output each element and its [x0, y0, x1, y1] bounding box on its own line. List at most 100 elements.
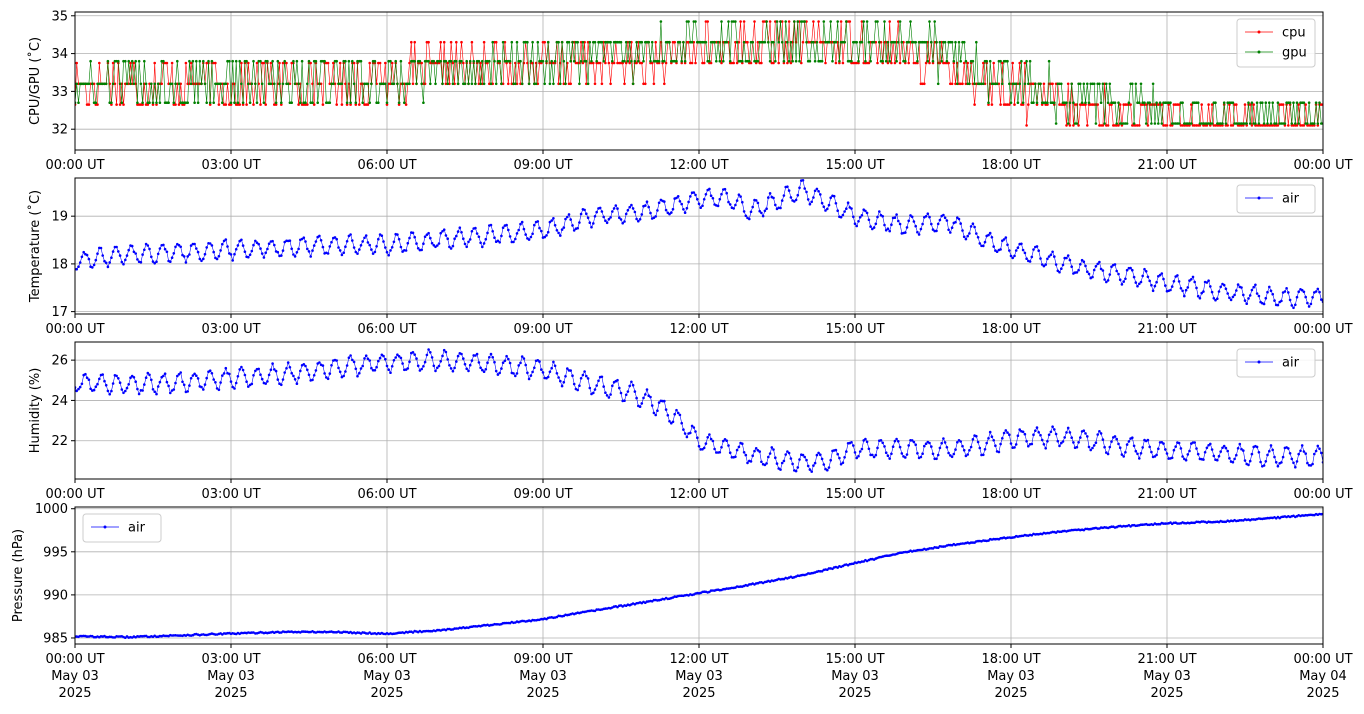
- data-point: [89, 59, 92, 63]
- data-point: [884, 451, 888, 455]
- data-point: [505, 223, 508, 227]
- data-point: [259, 247, 262, 250]
- data-point: [150, 378, 153, 382]
- data-point: [1162, 522, 1165, 525]
- data-point: [1250, 124, 1254, 127]
- data-point: [962, 448, 966, 452]
- data-point: [1131, 436, 1134, 440]
- data-point: [198, 59, 202, 63]
- data-point: [231, 385, 234, 389]
- data-point: [1021, 430, 1025, 434]
- data-point: [1053, 428, 1056, 431]
- data-point: [408, 360, 411, 364]
- data-point: [611, 210, 614, 213]
- data-point: [990, 82, 994, 86]
- data-point: [732, 61, 735, 65]
- data-point: [560, 384, 564, 388]
- data-point: [985, 441, 988, 445]
- y-tick-label: 19: [51, 210, 68, 225]
- data-point: [349, 103, 352, 106]
- data-point: [110, 256, 113, 260]
- data-point: [139, 260, 143, 264]
- data-point: [975, 232, 978, 235]
- data-point: [106, 59, 110, 63]
- data-point: [884, 228, 888, 232]
- data-point: [1136, 124, 1139, 127]
- data-point: [297, 82, 300, 86]
- data-point: [1027, 82, 1030, 86]
- data-point: [772, 196, 775, 200]
- x-tick-year: 2025: [994, 686, 1027, 701]
- data-point: [1105, 82, 1108, 86]
- data-point: [300, 59, 304, 63]
- data-point: [720, 61, 723, 65]
- data-point: [928, 61, 931, 65]
- data-point: [337, 246, 340, 249]
- data-point: [1070, 436, 1073, 440]
- data-point: [692, 426, 696, 429]
- data-point: [836, 20, 839, 23]
- data-point: [132, 82, 136, 86]
- data-point: [1146, 101, 1150, 104]
- data-point: [647, 394, 650, 398]
- x-tick-date: May 03: [987, 669, 1035, 684]
- data-point: [959, 59, 962, 63]
- data-point: [1091, 446, 1094, 450]
- data-point: [1276, 303, 1280, 307]
- data-point: [1313, 452, 1316, 456]
- data-point: [141, 101, 144, 104]
- data-point: [756, 201, 760, 205]
- data-point: [1080, 101, 1084, 104]
- data-point: [1248, 122, 1252, 125]
- data-point: [477, 59, 481, 63]
- data-point: [623, 59, 626, 63]
- data-point: [694, 20, 697, 23]
- data-point: [1144, 122, 1148, 125]
- data-point: [366, 357, 370, 361]
- data-point: [1034, 82, 1037, 86]
- data-point: [198, 257, 202, 261]
- data-point: [529, 374, 533, 377]
- data-point: [973, 103, 976, 106]
- data-point: [1210, 290, 1214, 294]
- data-point: [247, 385, 250, 388]
- data-point: [1283, 124, 1287, 127]
- data-point: [319, 239, 323, 242]
- data-point: [110, 101, 113, 104]
- data-point: [146, 371, 150, 375]
- data-point: [384, 82, 387, 86]
- data-point: [592, 61, 595, 65]
- data-point: [1300, 444, 1304, 447]
- data-point: [803, 455, 806, 459]
- data-point: [1183, 124, 1186, 127]
- data-point: [311, 249, 314, 252]
- data-point: [1008, 433, 1011, 437]
- data-point: [862, 20, 865, 23]
- data-point: [493, 236, 496, 239]
- data-point: [1288, 452, 1292, 455]
- data-point: [439, 59, 443, 63]
- data-point: [628, 61, 631, 65]
- data-point: [957, 40, 961, 44]
- data-point: [262, 101, 266, 104]
- data-point: [592, 222, 595, 225]
- data-point: [356, 374, 359, 378]
- legend-label-air: air: [128, 521, 146, 536]
- data-point: [713, 447, 716, 451]
- data-point: [132, 61, 136, 65]
- data-point: [576, 388, 579, 392]
- data-point: [124, 258, 127, 262]
- data-point: [560, 40, 564, 44]
- data-point: [475, 59, 479, 63]
- data-point: [141, 389, 144, 392]
- data-point: [784, 453, 787, 456]
- data-point: [1255, 101, 1259, 104]
- data-point: [827, 203, 831, 207]
- data-point: [1101, 269, 1105, 272]
- data-point: [538, 360, 541, 363]
- data-point: [77, 101, 80, 104]
- data-point: [488, 356, 491, 359]
- data-point: [1224, 446, 1228, 450]
- data-point: [540, 61, 543, 65]
- data-point: [945, 59, 949, 63]
